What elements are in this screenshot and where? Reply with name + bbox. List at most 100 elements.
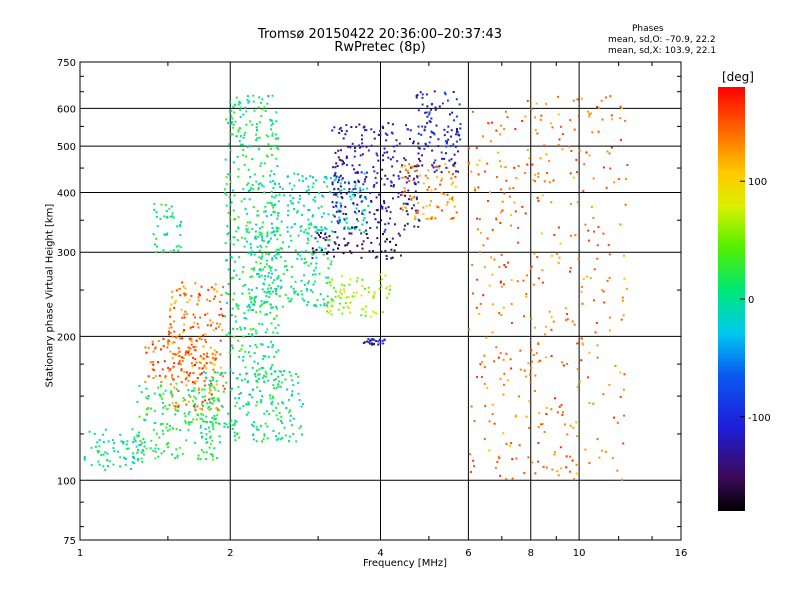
data-point	[232, 269, 235, 272]
data-point	[324, 233, 327, 236]
data-point	[280, 381, 283, 384]
data-point	[454, 161, 457, 164]
data-point	[157, 455, 160, 458]
data-point	[233, 434, 236, 437]
data-point	[409, 194, 412, 197]
data-point	[345, 124, 348, 127]
data-point	[232, 209, 235, 212]
data-point	[566, 318, 569, 321]
data-point	[140, 457, 143, 460]
data-point	[523, 369, 526, 372]
data-point	[356, 203, 359, 206]
data-point	[345, 296, 348, 299]
data-point	[301, 297, 304, 300]
data-point	[230, 133, 233, 136]
data-point	[339, 210, 342, 213]
data-point	[98, 450, 101, 453]
data-point	[613, 416, 616, 419]
data-point	[256, 272, 259, 275]
x-axis-ticks: 1 2 4 6 8 10 16	[77, 62, 687, 559]
data-point	[250, 288, 253, 291]
data-point	[334, 171, 337, 174]
data-point	[202, 405, 205, 408]
data-point	[303, 299, 306, 302]
data-point	[270, 119, 273, 122]
data-point	[265, 263, 268, 266]
data-point	[537, 360, 540, 363]
data-point	[534, 374, 537, 377]
data-point	[182, 356, 185, 359]
data-point	[325, 282, 328, 285]
data-point	[555, 253, 558, 256]
data-point	[293, 290, 296, 293]
data-point	[339, 174, 342, 177]
data-point	[259, 310, 262, 313]
data-point	[166, 423, 169, 426]
data-point	[136, 451, 139, 454]
data-point	[405, 202, 408, 205]
data-point	[258, 249, 261, 252]
data-point	[521, 205, 524, 208]
data-point	[360, 200, 363, 203]
data-point	[384, 240, 387, 243]
colorbar-tick-label: -100	[748, 413, 771, 424]
data-point	[339, 206, 342, 209]
data-point	[331, 183, 334, 186]
data-point	[282, 272, 285, 275]
data-point	[430, 102, 433, 105]
data-point	[205, 376, 208, 379]
data-point	[311, 215, 314, 218]
data-point	[204, 377, 207, 380]
data-point	[190, 352, 193, 355]
data-point	[536, 132, 539, 135]
data-point	[267, 290, 270, 293]
data-point	[341, 160, 344, 163]
data-point	[212, 368, 215, 371]
data-point	[245, 230, 248, 233]
data-point	[556, 411, 559, 414]
data-point	[292, 432, 295, 435]
data-point	[258, 231, 261, 234]
data-point	[606, 279, 609, 282]
data-point	[560, 467, 563, 470]
data-point	[497, 356, 500, 359]
data-point	[312, 283, 315, 286]
data-point	[619, 371, 622, 374]
data-point	[319, 293, 322, 296]
data-point	[206, 312, 209, 315]
data-point	[236, 239, 239, 242]
data-point	[509, 444, 512, 447]
data-point	[315, 179, 318, 182]
data-point	[539, 118, 542, 121]
data-point	[453, 162, 456, 165]
data-point	[286, 226, 289, 229]
data-point	[386, 296, 389, 299]
data-point	[184, 351, 187, 354]
data-point	[253, 267, 256, 270]
data-point	[93, 432, 96, 435]
data-point	[83, 455, 86, 458]
data-point	[277, 349, 280, 352]
data-point	[182, 397, 185, 400]
data-point	[424, 125, 427, 128]
data-point	[446, 99, 449, 102]
data-point	[596, 437, 599, 440]
data-point	[545, 466, 548, 469]
data-point	[215, 421, 218, 424]
data-point	[192, 356, 195, 359]
data-point	[190, 389, 193, 392]
data-point	[151, 340, 154, 343]
data-point	[362, 188, 365, 191]
data-point	[251, 227, 254, 230]
data-point	[257, 214, 260, 217]
data-point	[626, 164, 629, 167]
data-point	[249, 189, 252, 192]
data-point	[438, 165, 441, 168]
data-point	[338, 158, 341, 161]
data-point	[323, 226, 326, 229]
data-point	[320, 231, 323, 234]
data-point	[213, 363, 216, 366]
data-point	[359, 154, 362, 157]
data-point	[221, 315, 224, 318]
